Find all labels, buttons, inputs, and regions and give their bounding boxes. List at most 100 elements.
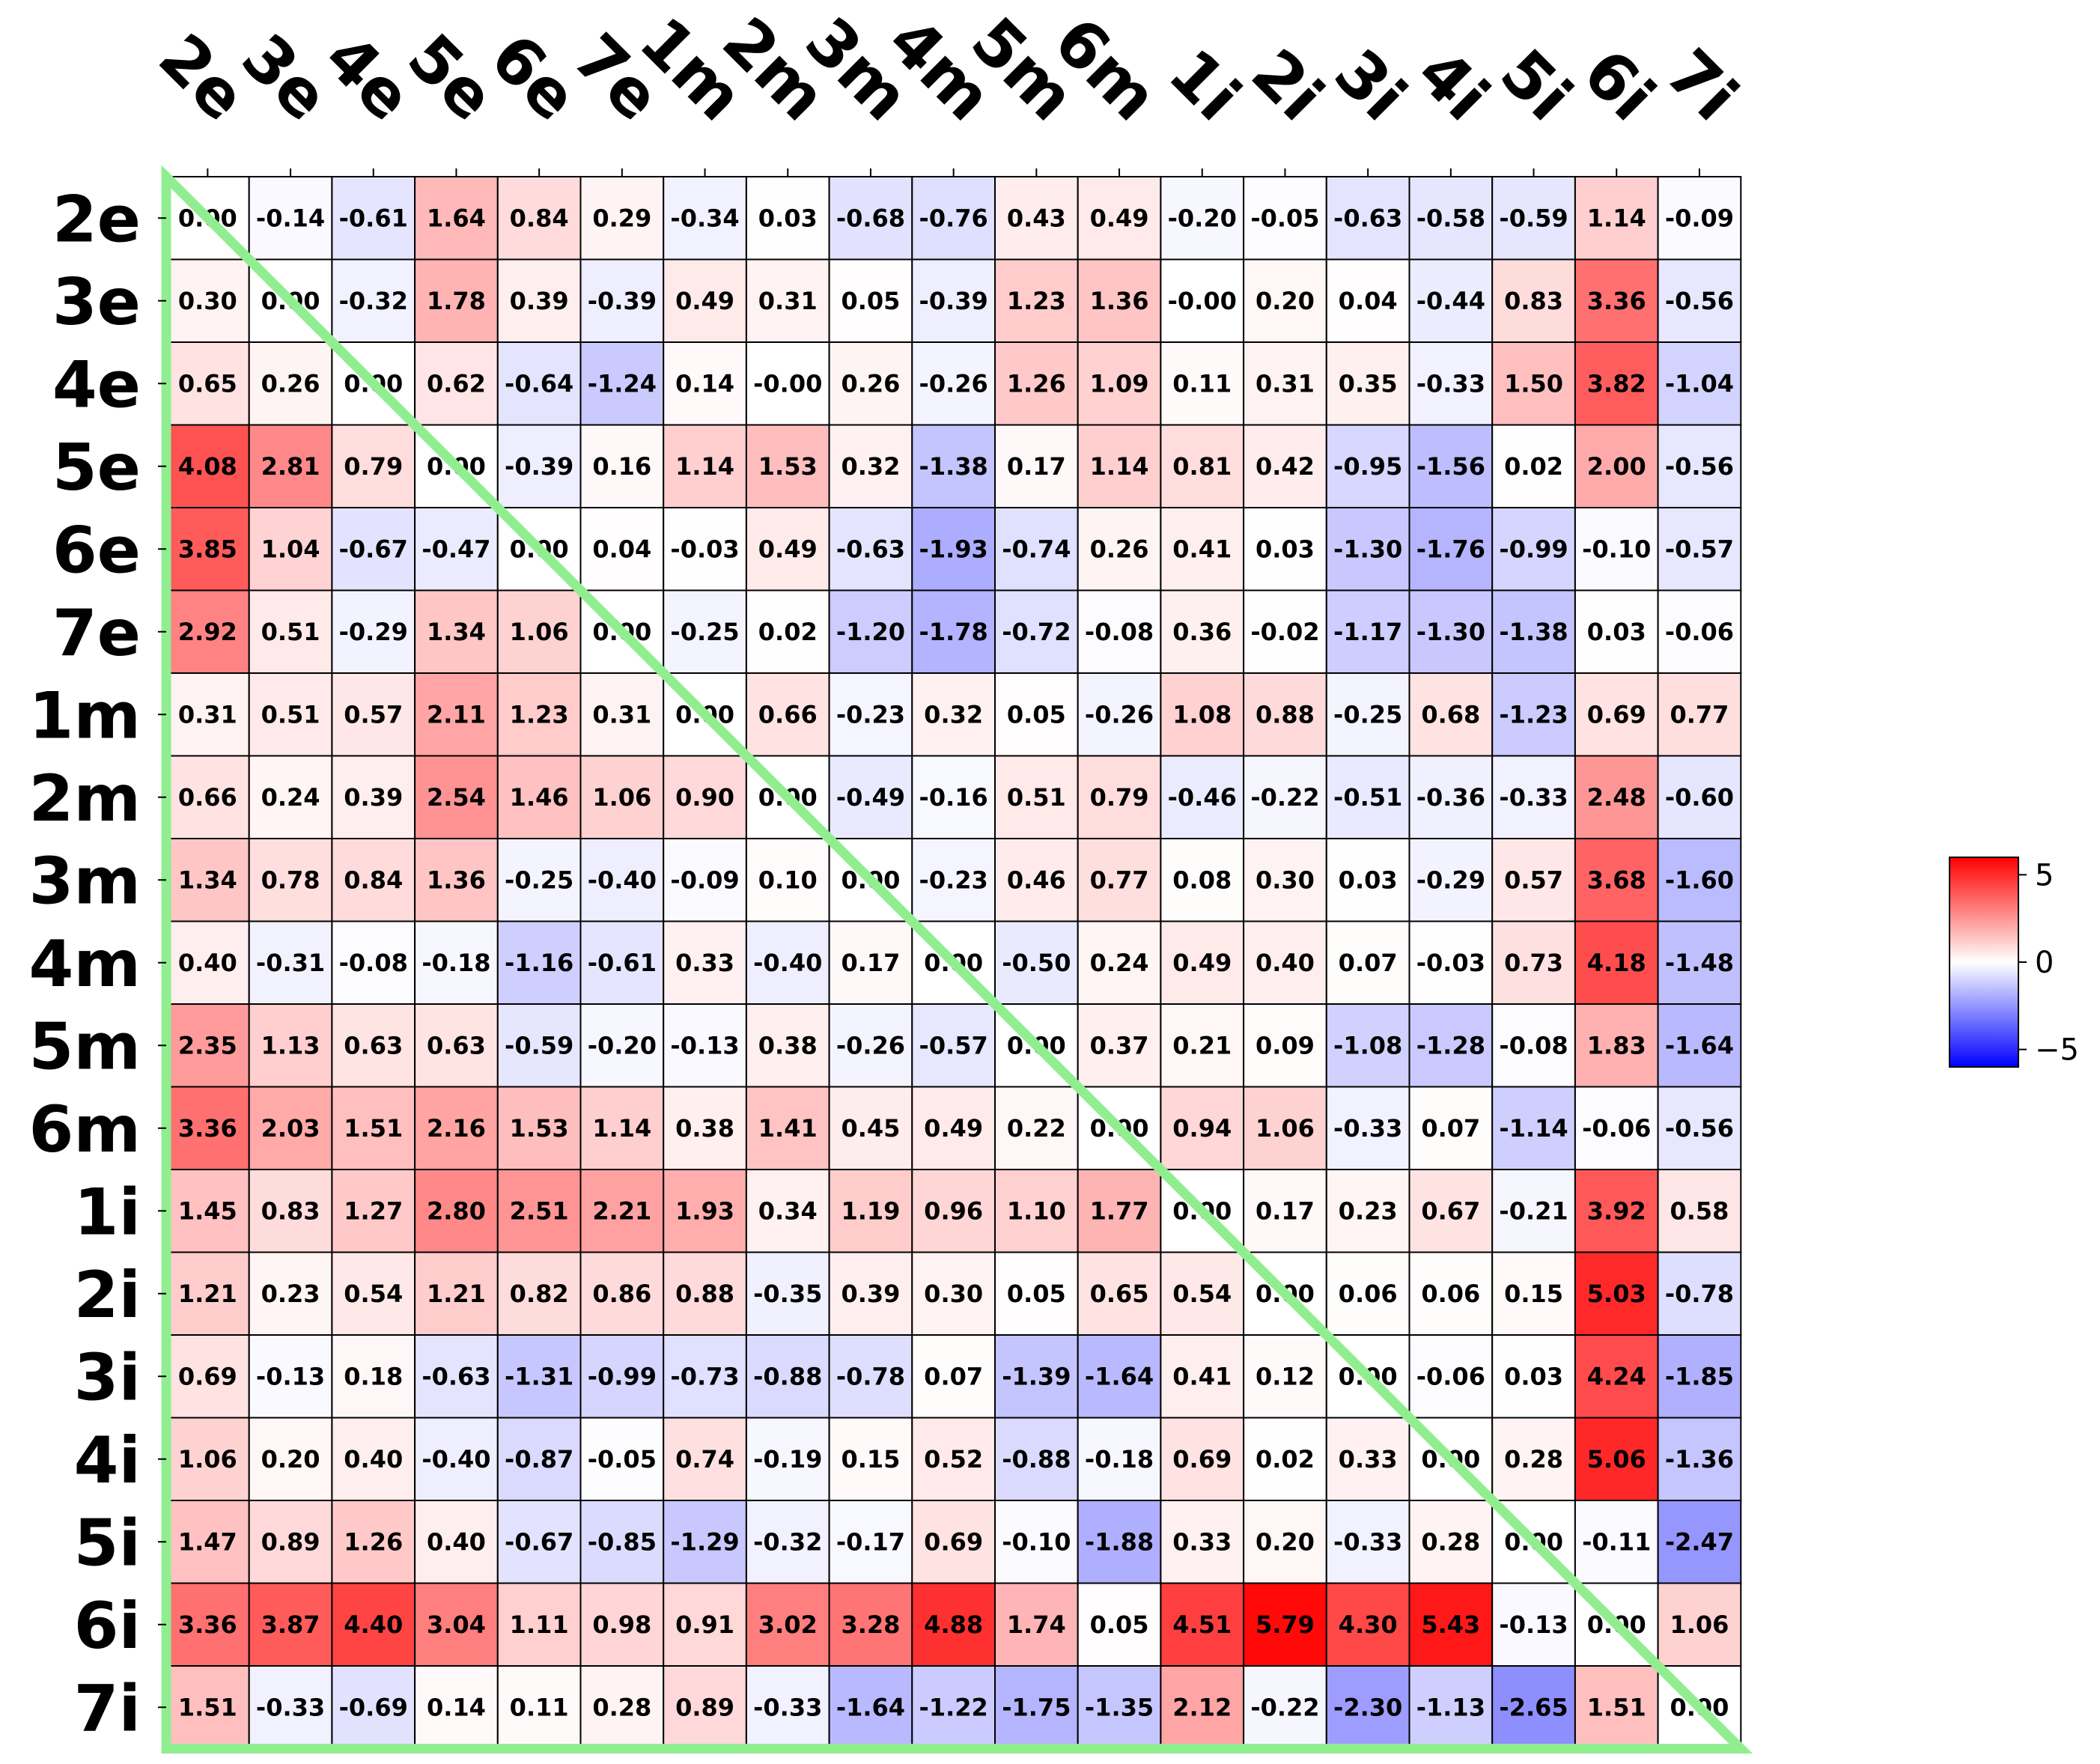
cell-value-label: 1.10 <box>1007 1196 1066 1225</box>
cell-value-label: -0.13 <box>670 1031 739 1059</box>
heatmap-cell <box>1077 1665 1162 1750</box>
cell-value-label: 1.23 <box>510 700 569 729</box>
cell-value-label: 2.48 <box>1587 783 1646 812</box>
cell-value-label: -0.56 <box>1665 452 1734 481</box>
cell-value-label: 0.51 <box>1007 783 1066 812</box>
cell-value-label: -0.05 <box>1250 204 1319 232</box>
cell-value-label: -0.22 <box>1250 783 1319 812</box>
cell-value-label: -0.63 <box>1333 204 1402 232</box>
cell-value-label: -0.08 <box>1499 1031 1568 1059</box>
cell-value-label: 0.38 <box>675 1114 734 1143</box>
heatmap-cell <box>579 424 665 508</box>
y-tick-label: 6i <box>74 1589 141 1664</box>
heatmap-cell <box>1325 1003 1410 1088</box>
heatmap-cell <box>331 1003 416 1088</box>
cell-value-label: -0.00 <box>753 369 822 398</box>
cell-value-label: 4.08 <box>178 452 237 481</box>
heatmap-cell <box>1325 1086 1410 1170</box>
cell-value-label: 0.07 <box>1421 1114 1480 1143</box>
cell-value-label: -0.31 <box>256 949 325 977</box>
cell-value-label: 0.65 <box>178 369 237 398</box>
cell-value-label: 0.49 <box>1090 204 1149 232</box>
heatmap-cell <box>1408 1665 1494 1750</box>
cell-value-label: -0.17 <box>836 1527 905 1556</box>
cell-value-label: -0.47 <box>421 535 490 563</box>
cell-value-label: -2.65 <box>1499 1693 1568 1721</box>
cell-value-label: 0.68 <box>1421 700 1480 729</box>
cell-value-label: 1.06 <box>1256 1114 1315 1143</box>
cell-value-label: 0.66 <box>178 783 237 812</box>
cell-value-label: -0.59 <box>505 1031 573 1059</box>
cell-value-label: 0.52 <box>924 1445 983 1473</box>
heatmap-cell <box>579 1582 665 1667</box>
heatmap-cell <box>1657 838 1742 922</box>
heatmap-cell <box>911 424 996 508</box>
heatmap-cell <box>248 1665 333 1750</box>
cell-value-label: -0.06 <box>1416 1362 1485 1390</box>
cell-value-label: 1.83 <box>1587 1031 1646 1059</box>
cell-value-label: 0.40 <box>178 949 237 977</box>
cell-value-label: -0.58 <box>1416 204 1485 232</box>
cell-value-label: -0.29 <box>339 618 408 646</box>
cell-value-label: -1.24 <box>588 369 657 398</box>
cell-value-label: 0.05 <box>1007 1280 1066 1308</box>
heatmap-cell <box>911 1086 996 1170</box>
y-tick-label: 2e <box>52 182 141 257</box>
cell-value-label: 0.78 <box>261 866 320 894</box>
cell-value-label: -0.50 <box>1002 949 1071 977</box>
cell-value-label: 0.28 <box>1504 1445 1563 1473</box>
cell-value-label: 0.67 <box>1421 1196 1480 1225</box>
cell-value-label: -0.00 <box>1168 287 1237 315</box>
heatmap-cell <box>994 424 1079 508</box>
cell-value-label: -0.33 <box>256 1693 325 1721</box>
cell-value-label: -0.87 <box>505 1445 573 1473</box>
cell-value-label: 5.79 <box>1256 1611 1315 1639</box>
cell-value-label: 0.79 <box>1090 783 1149 812</box>
heatmap-cell <box>1574 258 1659 343</box>
cell-value-label: -0.72 <box>1002 618 1071 646</box>
heatmap-cell <box>496 920 582 1005</box>
heatmap-cell <box>1408 341 1494 426</box>
heatmap-cell <box>1491 920 1576 1005</box>
cell-value-label: 1.14 <box>592 1114 651 1143</box>
heatmap-cell <box>165 507 250 591</box>
cell-value-label: 2.21 <box>592 1196 651 1225</box>
cell-value-label: 1.93 <box>675 1196 734 1225</box>
y-tick-label: 2m <box>29 761 141 836</box>
cell-value-label: 1.23 <box>1007 287 1066 315</box>
cell-value-label: 2.11 <box>427 700 486 729</box>
cell-value-label: 5.43 <box>1421 1611 1480 1639</box>
heatmap-cell <box>579 755 665 839</box>
cell-value-label: -0.39 <box>919 287 988 315</box>
heatmap-cell <box>1408 1334 1494 1419</box>
cell-value-label: 4.51 <box>1172 1611 1232 1639</box>
cell-value-label: -0.33 <box>753 1693 822 1721</box>
heatmap-cell <box>1160 424 1245 508</box>
heatmap-cell <box>579 920 665 1005</box>
heatmap-cell <box>165 1334 250 1419</box>
cell-value-label: -1.78 <box>919 618 988 646</box>
cell-value-label: 1.09 <box>1090 369 1149 398</box>
heatmap-cell <box>1243 1417 1327 1501</box>
cell-value-label: 0.82 <box>510 1280 569 1308</box>
cell-value-label: 0.43 <box>1007 204 1066 232</box>
heatmap-cell <box>663 507 747 591</box>
cell-value-label: 0.57 <box>344 700 403 729</box>
y-tick-label: 1m <box>29 678 141 753</box>
heatmap-cell <box>1491 1582 1576 1667</box>
heatmap-cell <box>1408 672 1494 757</box>
heatmap-cell <box>1160 1582 1245 1667</box>
cell-value-label: 0.77 <box>1090 866 1149 894</box>
y-tick-label: 5m <box>29 1009 141 1084</box>
cell-value-label: -0.57 <box>919 1031 988 1059</box>
cell-value-label: 0.36 <box>1172 618 1232 646</box>
cell-value-label: 0.51 <box>261 700 320 729</box>
cell-value-label: 0.49 <box>1172 949 1232 977</box>
heatmap-cell <box>1325 1417 1410 1501</box>
cell-value-label: 0.22 <box>1007 1114 1066 1143</box>
cell-value-label: 0.79 <box>344 452 403 481</box>
cell-value-label: 0.02 <box>1256 1445 1315 1473</box>
cell-value-label: -0.56 <box>1665 287 1734 315</box>
x-tick-label: 7i <box>1652 35 1752 136</box>
cell-value-label: 0.73 <box>1504 949 1563 977</box>
